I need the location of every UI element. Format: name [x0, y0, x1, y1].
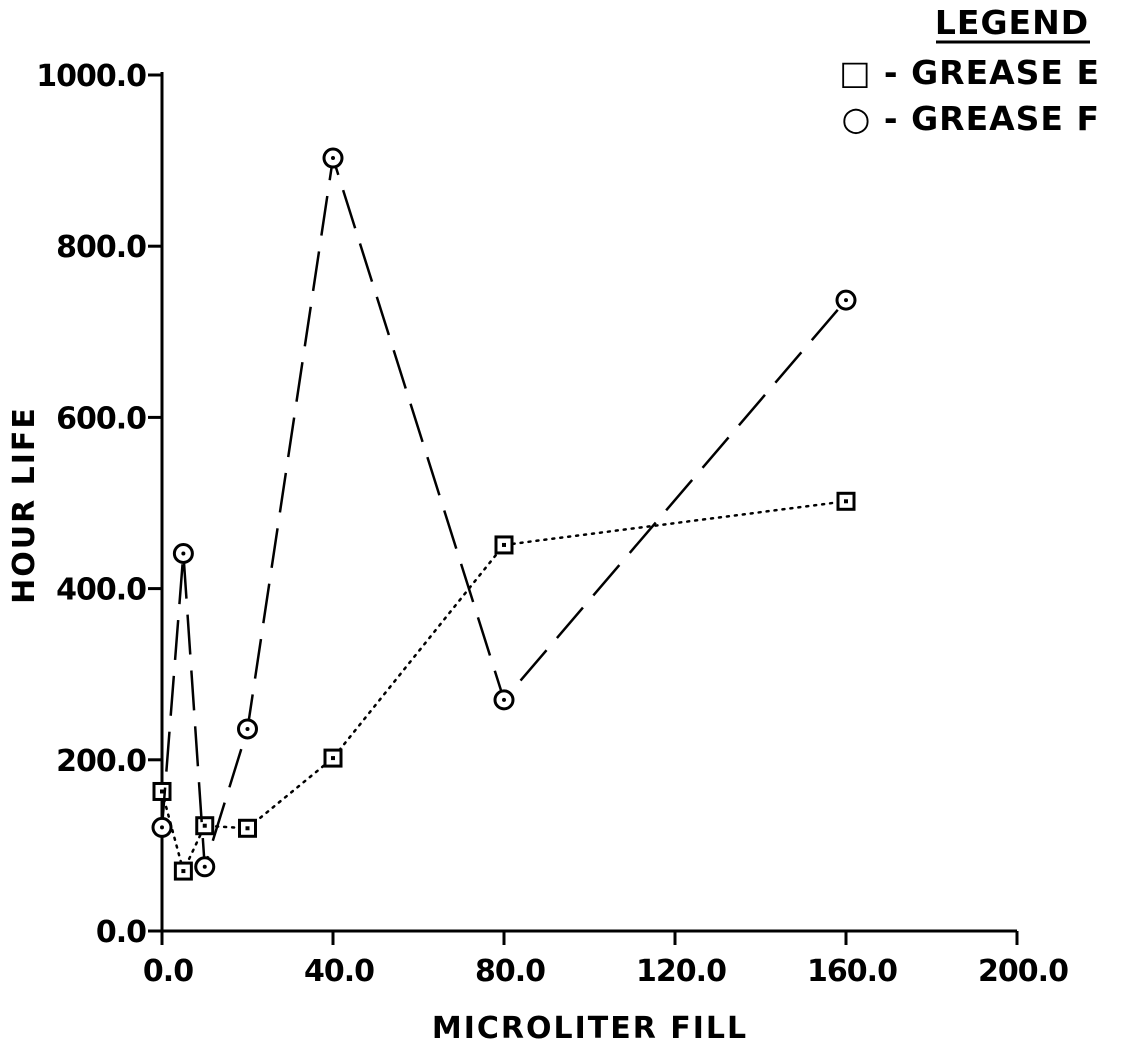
data-point-circle-dot	[502, 697, 506, 702]
y-tick-label: 200.0	[56, 744, 146, 779]
series-line	[160, 157, 847, 868]
x-tick-label: 200.0	[978, 954, 1068, 989]
y-tick-label: 400.0	[56, 573, 146, 608]
data-point-square-dot	[181, 869, 186, 874]
data-point-circle-dot	[181, 551, 186, 556]
x-tick-label: 40.0	[304, 954, 374, 989]
series-square	[152, 491, 856, 881]
axes: 0.0 200.0 400.0 600.0 800.0 1000.0 0.0 40.0 80.0…	[36, 59, 1069, 989]
data-point-square-dot	[245, 826, 250, 831]
series-layer	[151, 147, 857, 881]
data-point-square-dot	[502, 542, 506, 547]
y-tick-label: 800.0	[56, 230, 146, 265]
data-point-circle-dot	[331, 156, 335, 161]
data-point-square-dot	[331, 756, 335, 761]
y-axis-title: HOUR LIFE	[7, 406, 42, 604]
legend-entry: □ - GREASE E	[839, 53, 1100, 92]
x-tick-label: 0.0	[143, 954, 193, 989]
data-point-square-dot	[160, 789, 164, 794]
series-circle	[151, 147, 857, 878]
x-tick-label: 160.0	[807, 954, 897, 989]
data-point-square-dot	[844, 499, 848, 504]
x-tick-label: 120.0	[636, 954, 726, 989]
x-tick-label: 80.0	[475, 954, 545, 989]
data-point-circle-dot	[245, 726, 250, 731]
series-line	[160, 500, 848, 875]
data-point-circle-dot	[202, 864, 207, 869]
y-tick-label: 1000.0	[36, 59, 146, 94]
y-tick-label: 0.0	[96, 915, 146, 950]
legend: LEGEND □ - GREASE E ○ - GREASE F	[839, 3, 1100, 138]
legend-title: LEGEND	[935, 3, 1089, 42]
data-point-circle-dot	[160, 825, 164, 830]
data-point-square-dot	[202, 823, 207, 828]
legend-entry: ○ - GREASE F	[842, 99, 1100, 138]
y-tick-label: 600.0	[56, 401, 146, 436]
data-point-circle-dot	[844, 298, 848, 303]
x-axis-title: MICROLITER FILL	[432, 1011, 748, 1046]
